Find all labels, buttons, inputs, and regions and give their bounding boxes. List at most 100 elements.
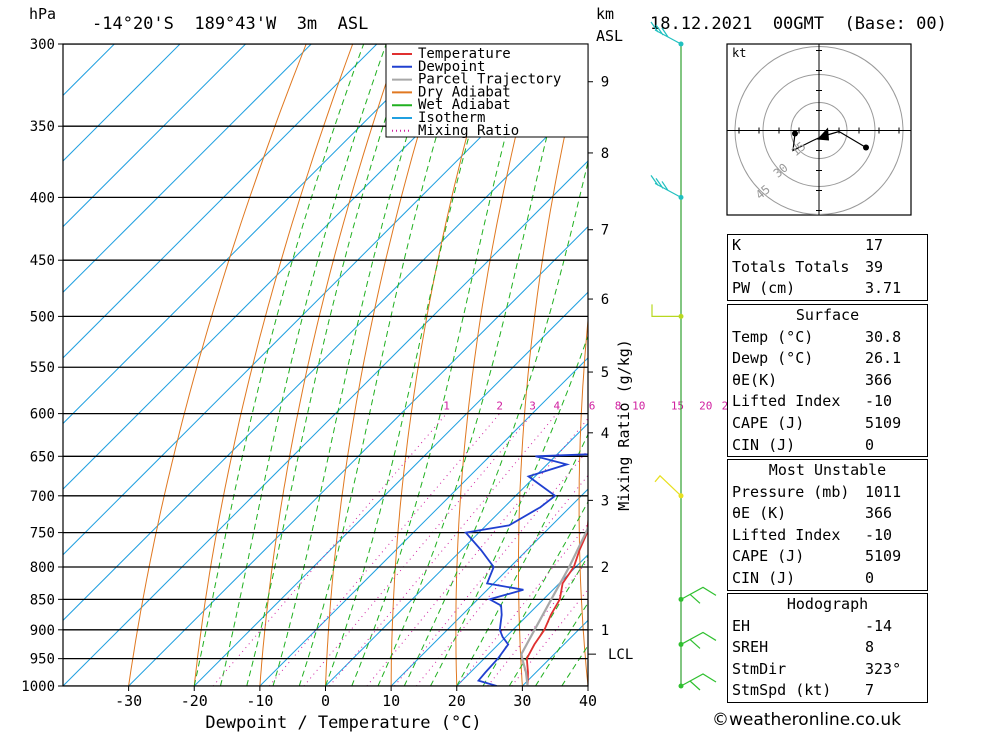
- index-label: Pressure (mb): [732, 482, 850, 501]
- mixing-ratio-axis-label: Mixing Ratio (g/kg): [615, 339, 633, 511]
- mixing-ratio-line: [329, 413, 558, 686]
- mixing-ratio-line: [268, 413, 501, 686]
- pressure-tick-label: 400: [30, 190, 55, 206]
- dry-adiabat-line: [638, 44, 679, 686]
- index-value: 8: [865, 638, 875, 657]
- plot-area: [63, 44, 1000, 686]
- mixing-ratio-label: 4: [553, 400, 560, 413]
- basic-indices: K 17 Totals Totals 39 PW (cm) 3.71: [728, 235, 927, 300]
- index-value: -14: [865, 616, 893, 635]
- index-label: CIN (J): [732, 435, 796, 454]
- index-value: 1011: [865, 482, 902, 501]
- section-title: Hodograph: [786, 595, 869, 613]
- index-value: 366: [865, 370, 893, 389]
- isotherm-line: [390, 488, 588, 686]
- isotherm-line: [63, 44, 378, 359]
- index-value: 30.8: [865, 327, 902, 346]
- index-row: θE (K) 366: [728, 503, 927, 525]
- pressure-tick-label: 700: [30, 489, 55, 505]
- index-label: Lifted Index: [732, 392, 841, 411]
- parcel-trajectory-profile: [520, 525, 588, 686]
- km-unit-label: km: [596, 5, 615, 23]
- index-row: CAPE (J) 5109: [728, 546, 927, 568]
- isotherm-line: [63, 44, 312, 293]
- index-value: 26.1: [865, 349, 902, 368]
- wet-adiabat-line: [377, 44, 571, 686]
- mixing-ratio-label: 8: [615, 400, 622, 413]
- sounding-datetime: 18.12.2021 00GMT (Base: 00): [650, 14, 947, 34]
- most-unstable-indices: Most Unstable Pressure (mb) 1011 θE (K) 366 L…: [728, 460, 927, 590]
- pressure-tick-label: 750: [30, 526, 55, 542]
- mixing-ratio-label: 2: [496, 400, 503, 413]
- legend-entry: Isotherm: [418, 110, 485, 126]
- index-value: 0: [865, 568, 875, 587]
- index-label: Dewp (°C): [732, 349, 814, 368]
- temperature-tick-label: -10: [246, 692, 273, 710]
- isotherm-line: [63, 94, 588, 622]
- index-value: 366: [865, 504, 893, 523]
- isotherm-line: [128, 225, 588, 686]
- index-row: CAPE (J) 5109: [728, 413, 927, 435]
- surface-panel: Surface Temp (°C) 30.8 Dewp (°C) 26.1 θE(K) 36…: [727, 304, 928, 458]
- index-row: θE(K) 366: [728, 370, 927, 392]
- index-row: K 17: [728, 235, 927, 257]
- index-label: K: [732, 236, 742, 254]
- wind-barb: [650, 21, 684, 47]
- dry-adiabat-line: [518, 44, 586, 686]
- index-value: 5109: [865, 413, 902, 432]
- surface-indices: Surface Temp (°C) 30.8 Dewp (°C) 26.1 θE(K) 36…: [728, 305, 927, 456]
- temperature-tick-label: 0: [321, 692, 330, 710]
- isotherm-line: [63, 44, 246, 228]
- hodograph-point: [863, 144, 869, 151]
- plot-frame: [62, 43, 589, 687]
- pressure-tick-label: 500: [30, 309, 55, 325]
- index-label: Totals Totals: [732, 257, 850, 276]
- index-label: StmSpd (kt): [732, 681, 832, 700]
- index-label: PW (cm): [732, 279, 796, 298]
- pressure-tick-label: 850: [30, 592, 55, 608]
- credit-link[interactable]: ©weatheronline.co.uk: [712, 710, 902, 730]
- km-tick-label: 1: [601, 623, 609, 639]
- index-row: EH -14: [728, 616, 927, 638]
- temperature-tick-label: 40: [579, 692, 597, 710]
- isotherm-line: [63, 44, 443, 425]
- index-row: CIN (J) 0: [728, 435, 927, 457]
- index-row: SREH 8: [728, 637, 927, 659]
- index-row: CIN (J) 0: [728, 568, 927, 590]
- legend-entry: Dewpoint: [418, 59, 485, 75]
- index-value: -10: [865, 525, 893, 544]
- wind-barb: [650, 175, 684, 200]
- temperature-tick-label: 30: [513, 692, 531, 710]
- legend-entry: Parcel Trajectory: [418, 72, 561, 88]
- index-label: SREH: [732, 638, 769, 657]
- section-title: Surface: [795, 306, 860, 324]
- most-unstable-panel: Most Unstable Pressure (mb) 1011 θE (K) 366 L…: [727, 459, 928, 591]
- legend-box: [385, 43, 589, 138]
- temperature-tick-label: 10: [382, 692, 400, 710]
- lcl-label: LCL: [608, 647, 633, 663]
- index-value: -10: [865, 392, 893, 411]
- index-label: Temp (°C): [732, 327, 814, 346]
- pressure-tick-label: 1000: [21, 679, 55, 695]
- index-label: StmDir: [732, 659, 787, 678]
- index-row: Dewp (°C) 26.1: [728, 348, 927, 370]
- index-row: StmSpd (kt) 7: [728, 680, 927, 702]
- temperature-profile: [525, 514, 588, 686]
- isotherm-line: [259, 357, 588, 686]
- index-label: EH: [732, 616, 751, 635]
- mixing-ratio-label: 1: [443, 400, 450, 413]
- dewpoint-profile: [415, 44, 588, 686]
- index-value: 5109: [865, 547, 902, 566]
- dry-adiabat-line: [193, 44, 354, 686]
- pressure-tick-label: 950: [30, 652, 55, 668]
- legend-entry: Wet Adiabat: [418, 97, 511, 113]
- dry-adiabat-line: [956, 44, 1000, 686]
- mixing-ratio-line: [366, 417, 588, 686]
- index-value: 7: [865, 681, 875, 700]
- index-label: θE(K): [732, 370, 778, 389]
- pressure-unit-label: hPa: [29, 5, 57, 23]
- temperature-tick-label: -20: [181, 692, 208, 710]
- station-location: -14°20'S 189°43'W 3m ASL: [92, 14, 369, 34]
- wet-adiabat-line: [246, 44, 411, 686]
